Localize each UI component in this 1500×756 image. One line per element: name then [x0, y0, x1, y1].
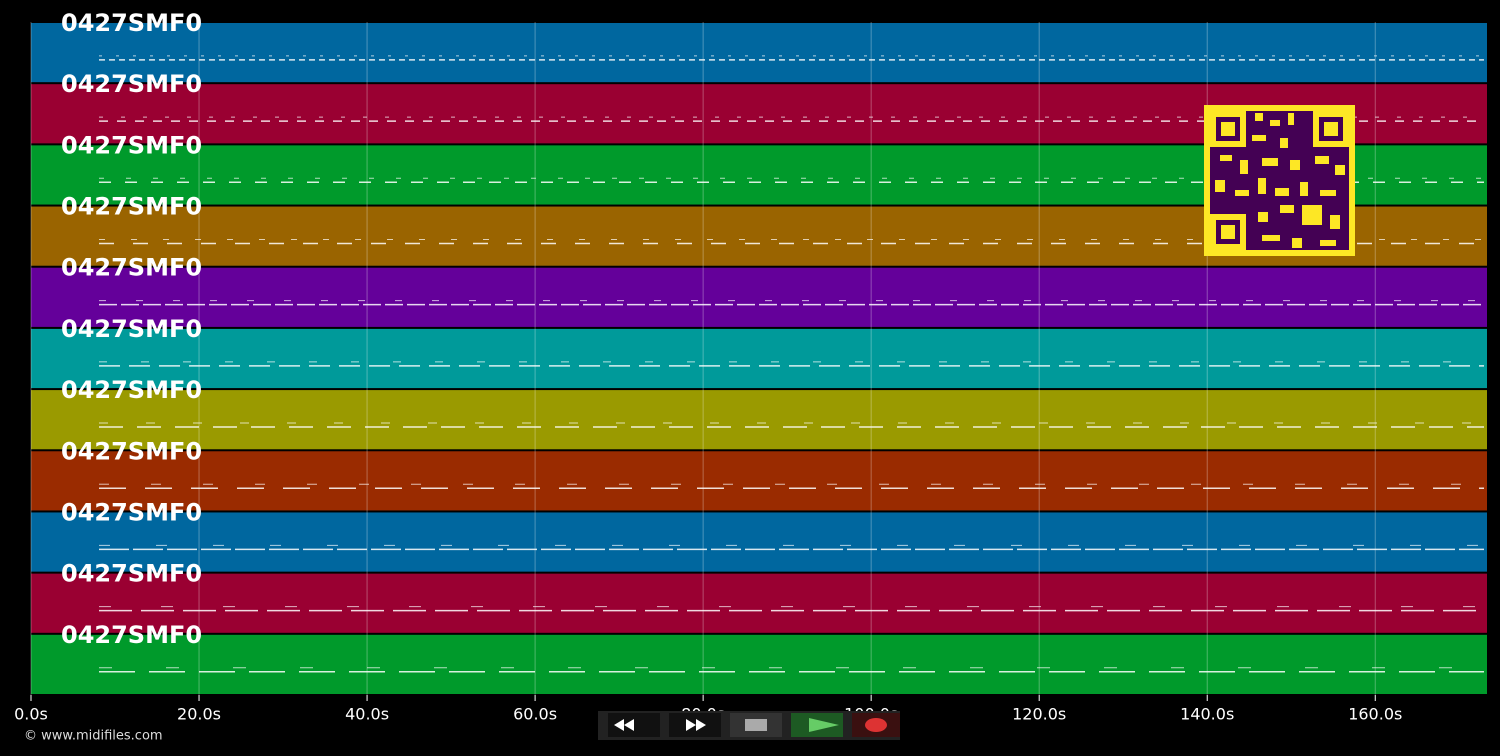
- x-tick-label: 20.0s: [177, 705, 221, 724]
- track-label: 0427SMF0: [61, 193, 202, 221]
- track-label: 0427SMF0: [61, 70, 202, 98]
- x-tick-label: 0.0s: [14, 705, 48, 724]
- x-tick-label: 160.0s: [1348, 705, 1402, 724]
- track-label: 0427SMF0: [61, 498, 202, 526]
- labels: 0427SMF0 0427SMF0 0427SMF0 0427SMF0 0427SMF0…: [61, 9, 202, 649]
- play-button[interactable]: [791, 713, 843, 737]
- track-lane: [31, 512, 1487, 572]
- player-controls: [598, 711, 900, 740]
- track-lane: [31, 23, 1487, 83]
- x-tick-label: 140.0s: [1180, 705, 1234, 724]
- track-lane: [31, 328, 1487, 389]
- qr-code: [1204, 105, 1355, 256]
- track-label: 0427SMF0: [61, 315, 202, 343]
- track-lane: [31, 573, 1487, 633]
- grid: [30, 22, 1376, 695]
- track-lane: [31, 634, 1487, 694]
- record-button[interactable]: [852, 713, 900, 737]
- track-lane: [31, 390, 1487, 450]
- stop-button[interactable]: [730, 713, 782, 737]
- track-label: 0427SMF0: [61, 9, 202, 37]
- x-axis: 0.0s20.0s40.0s60.0s80.0s100.0s120.0s140.…: [14, 695, 1402, 724]
- track-label: 0427SMF0: [61, 560, 202, 588]
- x-tick-label: 120.0s: [1012, 705, 1066, 724]
- track-lane: [31, 267, 1487, 327]
- track-label: 0427SMF0: [61, 437, 202, 465]
- forward-button[interactable]: [669, 713, 721, 737]
- x-tick-label: 40.0s: [345, 705, 389, 724]
- track-label: 0427SMF0: [61, 131, 202, 159]
- copyright: © www.midifiles.com: [24, 729, 163, 744]
- x-tick-label: 60.0s: [513, 705, 557, 724]
- rewind-button[interactable]: [608, 713, 660, 737]
- track-label: 0427SMF0: [61, 376, 202, 404]
- track-label: 0427SMF0: [61, 621, 202, 649]
- track-lane: [31, 451, 1487, 511]
- track-label: 0427SMF0: [61, 254, 202, 282]
